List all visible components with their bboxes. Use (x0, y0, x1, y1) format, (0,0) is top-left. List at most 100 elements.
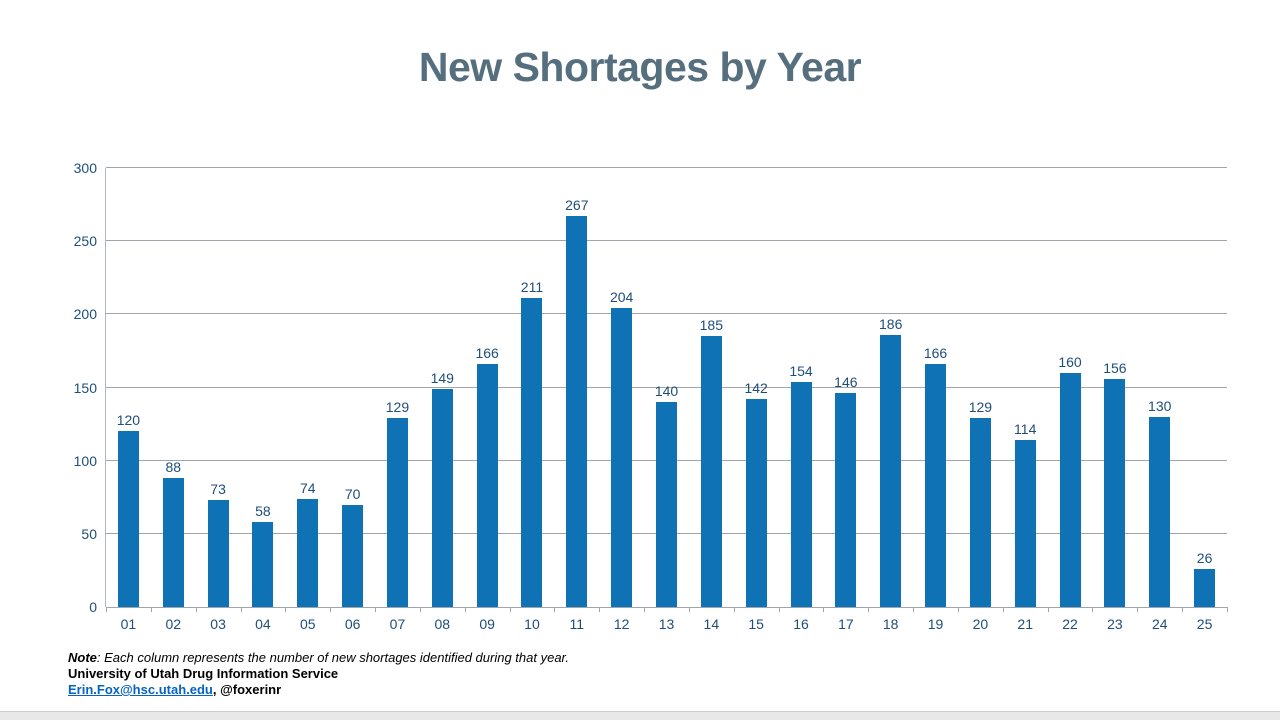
x-axis-tick (644, 607, 646, 612)
bar-value-label: 129 (968, 399, 993, 416)
bar-value-label: 211 (520, 279, 544, 296)
y-axis-tick-label: 150 (73, 379, 97, 396)
footer: Note: Each column represents the number … (68, 650, 569, 698)
x-axis-category-label: 12 (613, 616, 630, 632)
x-axis-category-label: 24 (1151, 616, 1168, 632)
bar-column-06: 70 (330, 168, 375, 607)
x-axis-tick (419, 607, 421, 612)
bar-column-24: 130 (1137, 168, 1182, 607)
bar (745, 399, 767, 607)
bar-value-label: 186 (879, 315, 903, 332)
x-axis-category-label: 06 (344, 616, 361, 632)
bar (162, 478, 184, 607)
bar-value-label: 114 (1014, 421, 1037, 438)
bar-column-13: 140 (644, 168, 689, 607)
bar-column-11: 267 (554, 168, 599, 607)
x-axis-tick (599, 607, 601, 612)
x-axis-tick (957, 607, 959, 612)
gridline-y-150 (106, 386, 1227, 388)
y-axis-tick-label: 100 (73, 452, 97, 469)
bar-column-19: 166 (913, 168, 958, 607)
bar-value-label: 156 (1103, 359, 1127, 376)
bar-value-label: 88 (165, 459, 182, 476)
bar-column-09: 166 (465, 168, 510, 607)
x-axis-category-label: 19 (927, 616, 944, 632)
x-axis-category-label: 07 (389, 616, 406, 632)
y-axis-tick-label: 0 (89, 599, 97, 615)
bar (386, 418, 408, 607)
bar (476, 364, 498, 607)
x-axis-tick (150, 607, 152, 612)
bar-value-label: 70 (344, 485, 361, 502)
y-axis-tick-label: 200 (73, 306, 97, 323)
bar-value-label: 204 (609, 289, 634, 306)
x-axis-tick (106, 607, 107, 612)
note-line: Note: Each column represents the number … (68, 650, 569, 666)
x-axis-category-label: 15 (748, 616, 764, 632)
bar (655, 402, 677, 607)
bar-column-15: 142 (734, 168, 779, 607)
bar-value-label: 185 (699, 317, 723, 334)
x-axis-category-label: 25 (1196, 616, 1213, 632)
x-axis-tick (913, 607, 915, 612)
x-axis-tick (285, 607, 287, 612)
bar-value-label: 140 (654, 383, 679, 400)
bar (297, 498, 319, 607)
bar-chart-plot-area: 0 50 100 150 200 250 300 120 01 88 02 73 03 58 04 74 05 7… (74, 160, 1228, 632)
bar (1149, 416, 1171, 607)
bar (835, 393, 857, 607)
bar-value-label: 142 (744, 380, 768, 397)
gridline-y-300 (106, 167, 1227, 168)
bar-column-08: 149 (420, 168, 465, 607)
bar (207, 500, 229, 607)
x-axis-tick (868, 607, 870, 612)
x-axis-category-label: 02 (165, 616, 182, 632)
bar-column-18: 186 (868, 168, 913, 607)
bar (1014, 440, 1036, 607)
bar (790, 381, 812, 607)
bar (880, 334, 902, 607)
bar-value-label: 149 (430, 369, 454, 386)
x-axis-category-label: 20 (972, 616, 989, 632)
x-axis-category-label: 22 (1062, 616, 1078, 632)
bar-column-17: 146 (823, 168, 868, 607)
email-link[interactable]: Erin.Fox@hsc.utah.edu (68, 682, 213, 697)
bar-column-21: 114 (1003, 168, 1048, 607)
bar-column-20: 129 (958, 168, 1003, 607)
x-axis-tick (1227, 607, 1228, 612)
x-axis-category-label: 14 (703, 616, 720, 632)
bar (700, 336, 722, 607)
note-body: : Each column represents the number of n… (96, 650, 570, 665)
bar (566, 216, 588, 607)
bar-column-07: 129 (375, 168, 420, 607)
social-handle: , @foxerinr (212, 682, 282, 697)
bar-column-05: 74 (285, 168, 330, 607)
bar (252, 522, 274, 607)
x-axis-category-label: 23 (1107, 616, 1123, 632)
bar-column-12: 204 (599, 168, 644, 607)
bar-value-label: 166 (475, 345, 499, 362)
y-axis-tick-label: 50 (81, 525, 97, 542)
bar-value-label: 166 (923, 345, 948, 362)
x-axis-tick (778, 607, 780, 612)
x-axis-category-label: 13 (658, 616, 675, 632)
bar-value-label: 26 (1196, 549, 1213, 566)
x-axis-category-label: 09 (479, 616, 495, 632)
x-axis-tick (688, 607, 690, 612)
x-axis-category-label: 18 (882, 616, 899, 632)
bar-column-23: 156 (1092, 168, 1137, 607)
x-axis-tick (1002, 607, 1004, 612)
x-axis-category-label: 04 (255, 616, 271, 632)
bar (1194, 568, 1216, 607)
bar-column-02: 88 (151, 168, 196, 607)
x-axis-category-label: 21 (1017, 616, 1033, 632)
bar-value-label: 73 (210, 481, 226, 498)
x-axis-tick (240, 607, 242, 612)
bar (342, 504, 364, 607)
x-axis-category-label: 03 (210, 616, 226, 632)
y-axis-tick-label: 300 (73, 160, 97, 176)
bar-value-label: 160 (1058, 353, 1082, 370)
bar-column-03: 73 (196, 168, 241, 607)
bar-value-label: 74 (299, 479, 316, 496)
gridline-y-200 (106, 313, 1227, 315)
